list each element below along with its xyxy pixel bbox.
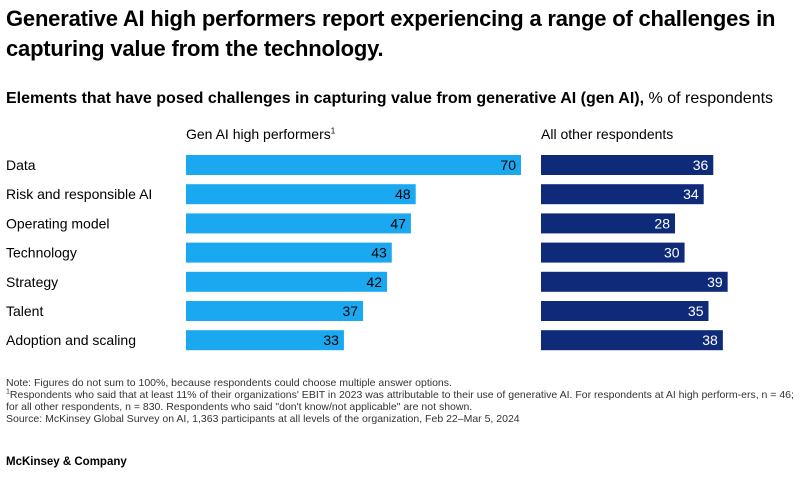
bar-other-operating-model [541, 213, 675, 234]
source-text: Source: McKinsey Global Survey on AI, 1,… [6, 413, 520, 425]
bar-high-performers-data [186, 155, 521, 175]
bar-value-other-strategy: 39 [707, 274, 723, 290]
bar-value-high-performers-adoption-and-scaling: 33 [323, 332, 339, 348]
subtitle-bold: Elements that have posed challenges in c… [6, 90, 645, 107]
chart-notes: Note: Figures do not sum to 100%, becaus… [6, 377, 806, 425]
category-label-adoption-and-scaling: Adoption and scaling [6, 332, 136, 348]
bar-high-performers-risk-and-responsible-ai [186, 184, 416, 205]
bar-high-performers-adoption-and-scaling [186, 330, 344, 351]
subtitle-unit: % of respondents [644, 90, 774, 107]
footnote-text-marker: 1 [6, 388, 10, 396]
bar-value-other-technology: 30 [664, 245, 680, 261]
brand-logo-text: McKinsey & Company [6, 456, 127, 468]
series-header-other-respondents: All other respondents [541, 126, 674, 142]
bar-value-high-performers-technology: 43 [371, 245, 387, 261]
bar-value-other-talent: 35 [688, 303, 704, 319]
bar-chart: Data 70 36 Risk and responsible AI 48 34 Opera… [6, 155, 728, 351]
category-label-talent: Talent [6, 303, 43, 319]
category-label-data: Data [6, 157, 36, 173]
category-label-operating-model: Operating model [6, 215, 110, 231]
series-header-high-performers-label: Gen AI high performers [186, 126, 331, 142]
bar-high-performers-talent [186, 301, 364, 321]
bar-value-high-performers-strategy: 42 [366, 274, 382, 290]
bar-value-high-performers-talent: 37 [342, 303, 358, 319]
bar-other-risk-and-responsible-ai [541, 184, 704, 205]
bar-other-strategy [541, 271, 728, 292]
chart-title: Generative AI high performers report exp… [6, 6, 776, 61]
bar-value-high-performers-operating-model: 47 [390, 215, 406, 231]
footnote-text: Respondents who said that at least 11% o… [6, 389, 794, 413]
bar-high-performers-strategy [186, 271, 387, 292]
bar-value-high-performers-risk-and-responsible-ai: 48 [395, 186, 411, 202]
bar-value-other-data: 36 [693, 157, 709, 173]
footnote-text-row: 1Respondents who said that at least 11% … [6, 388, 806, 414]
bar-value-other-adoption-and-scaling: 38 [702, 332, 718, 348]
bar-other-adoption-and-scaling [541, 330, 723, 351]
bar-high-performers-technology [186, 242, 392, 263]
bar-other-data [541, 155, 714, 175]
category-label-technology: Technology [6, 245, 77, 261]
footnote-marker: 1 [330, 126, 336, 136]
bar-other-technology [541, 242, 685, 263]
bar-value-other-operating-model: 28 [654, 215, 670, 231]
bar-value-high-performers-data: 70 [500, 157, 516, 173]
bar-value-other-risk-and-responsible-ai: 34 [683, 186, 699, 202]
series-header-high-performers: Gen AI high performers1 [186, 125, 335, 143]
category-label-risk-and-responsible-ai: Risk and responsible AI [6, 186, 152, 202]
bar-other-talent [541, 301, 709, 321]
note-text: Note: Figures do not sum to 100%, becaus… [6, 377, 452, 389]
category-label-strategy: Strategy [6, 274, 58, 290]
bar-high-performers-operating-model [186, 213, 411, 234]
chart-subtitle: Elements that have posed challenges in c… [6, 89, 806, 109]
